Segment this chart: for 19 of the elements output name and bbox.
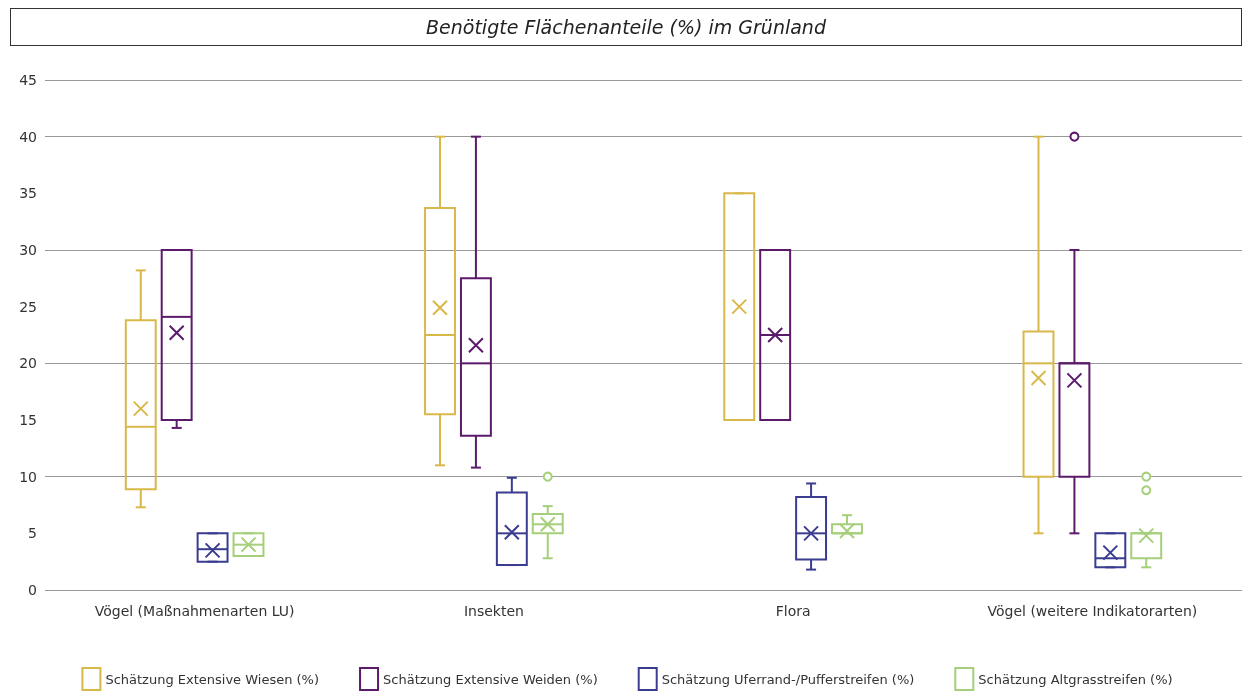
y-tick-label: 10 bbox=[19, 468, 37, 485]
x-tick-label: Insekten bbox=[463, 603, 524, 619]
y-tick-label: 30 bbox=[19, 242, 37, 258]
legend-label: Schätzung Extensive Weiden (%) bbox=[383, 671, 598, 687]
x-tick-label: Flora bbox=[775, 603, 811, 619]
y-tick-label: 5 bbox=[28, 525, 37, 542]
y-tick-label: 25 bbox=[19, 298, 37, 315]
y-tick-label: 15 bbox=[19, 412, 37, 428]
legend-label: Schätzung Altgrasstreifen (%) bbox=[978, 671, 1173, 687]
y-tick-label: 0 bbox=[28, 582, 37, 598]
x-tick-label: Vögel (Maßnahmenarten LU) bbox=[94, 603, 295, 619]
y-tick-label: 45 bbox=[19, 72, 37, 88]
x-tick-label: Vögel (weitere Indikatorarten) bbox=[987, 603, 1198, 619]
legend-label: Schätzung Uferrand-/Pufferstreifen (%) bbox=[661, 671, 915, 687]
y-tick-label: 40 bbox=[19, 128, 37, 145]
y-tick-label: 20 bbox=[19, 355, 37, 372]
y-tick-label: 35 bbox=[19, 185, 37, 202]
legend-label: Schätzung Extensive Wiesen (%) bbox=[105, 671, 320, 687]
chart-title: Benötigte Flächenanteile (%) im Grünland bbox=[10, 8, 1242, 46]
